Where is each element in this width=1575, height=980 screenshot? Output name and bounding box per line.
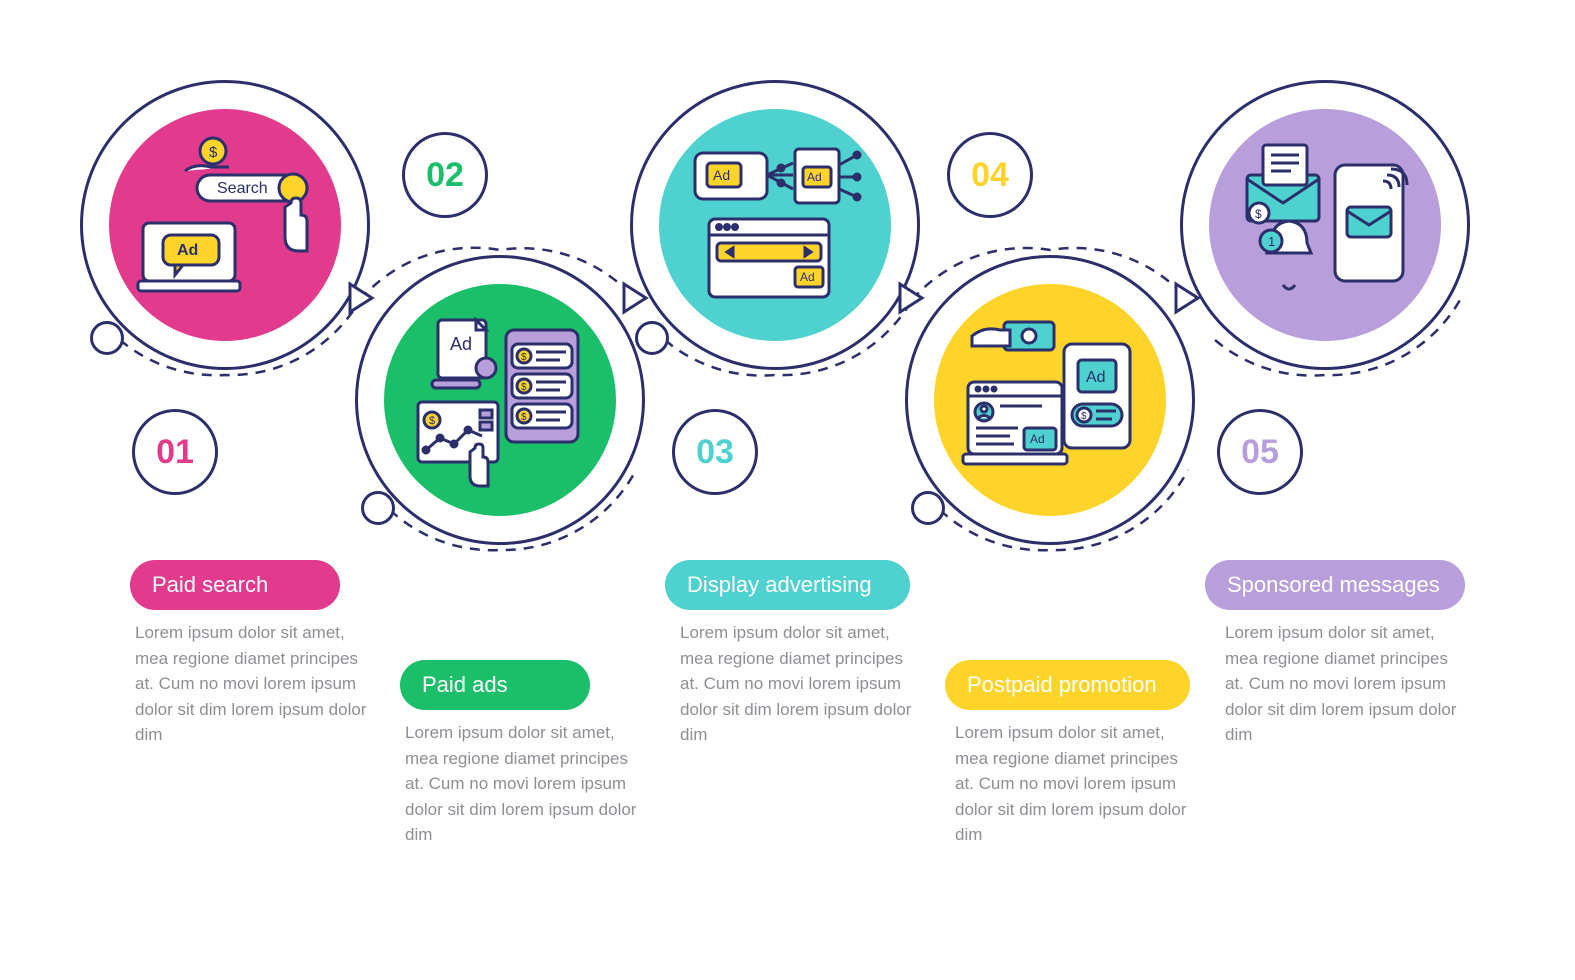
arrows-layer [0, 0, 1575, 700]
infographic-stage: Ad $ Search 01 Paid search Lorem ipsum d… [0, 0, 1575, 980]
text-paid-ads: Lorem ipsum dolor sit amet, mea regione … [405, 720, 645, 848]
text-postpaid-promotion: Lorem ipsum dolor sit amet, mea regione … [955, 720, 1195, 848]
